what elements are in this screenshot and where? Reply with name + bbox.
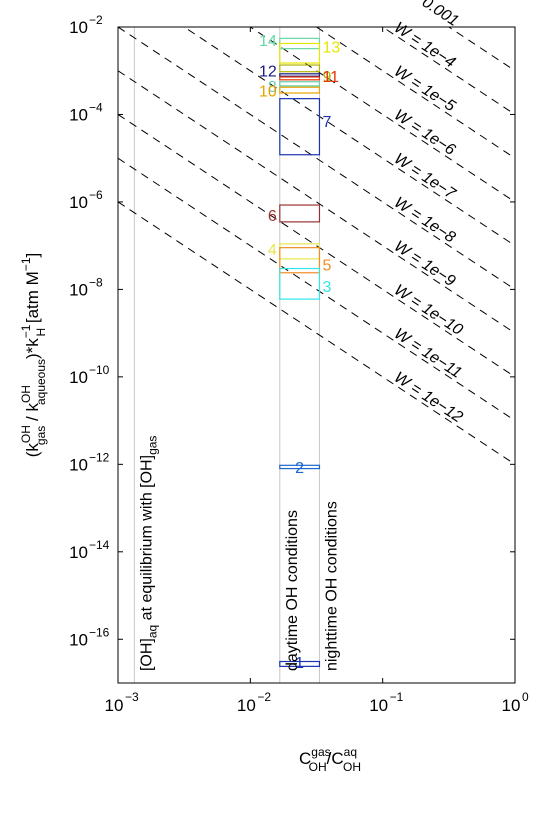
box-label-8: 8 (268, 79, 277, 96)
x-label-sup2: aq (344, 745, 357, 759)
w-line (118, 70, 515, 334)
y-tick-exponent: −8 (89, 275, 103, 289)
y-tick-label: 10 (69, 105, 88, 124)
box-labels: 14 13 9 12 11 810 7 6 4 5 3 2 1 (259, 33, 340, 672)
y-tick-exponent: −16 (89, 625, 110, 639)
box-5 (279, 247, 321, 274)
y-label-sup4: −1 (19, 257, 33, 271)
y-tick-exponent: −14 (89, 538, 110, 552)
vertical-line-label: [OH]aq at equilibrium with [OH]gas (138, 436, 159, 671)
box-label-7: 7 (322, 114, 331, 131)
y-label-sup2: OH (19, 385, 33, 403)
y-label-sub3: H (34, 328, 48, 337)
y-label-p5: ] (23, 253, 42, 258)
w-line (118, 114, 515, 378)
box-label-13: 13 (322, 39, 340, 56)
box-label-1: 1 (295, 655, 304, 672)
x-tick-label: 10 (237, 696, 256, 715)
w-line (118, 201, 515, 465)
x-tick-exponent: −3 (125, 690, 139, 704)
box-10 (279, 86, 321, 94)
box-label-6: 6 (268, 208, 277, 225)
box-label-14: 14 (259, 33, 277, 50)
box-7 (279, 98, 321, 156)
y-tick-exponent: −12 (89, 450, 110, 464)
y-axis-label: (kOHgas / kOHaqueous)*k−1H [atm M−1] (19, 253, 48, 457)
plot-frame (117, 26, 516, 684)
x-tick-label: 10 (502, 696, 521, 715)
y-tick-label: 10 (69, 18, 88, 37)
box-2 (279, 464, 321, 470)
plot-background (118, 27, 515, 683)
x-label-sep: /C (327, 749, 344, 768)
x-tick-exponent: 0 (522, 690, 529, 704)
box-label-2: 2 (295, 460, 304, 477)
box-12 (279, 73, 321, 77)
x-axis-label: Cgas OH/Caq OH (299, 745, 361, 774)
w-line (381, 27, 515, 115)
x-tick-exponent: −2 (257, 690, 271, 704)
box-label-12: 12 (259, 64, 277, 81)
x-tick-exponent: −1 (390, 690, 404, 704)
x-label-sub1: OH (309, 760, 327, 774)
boxes (279, 37, 321, 667)
y-label-sub2: aqueous (34, 359, 48, 405)
box-label-3: 3 (322, 279, 331, 296)
vertical-line-labels: [OH]aq at equilibrium with [OH]gas daytim… (138, 436, 340, 671)
y-tick-label: 10 (69, 280, 88, 299)
w-line (118, 157, 515, 422)
y-tick-exponent: −10 (89, 363, 110, 377)
x-ticks: 10 −3 10 −2 10 −1 10 0 (105, 27, 529, 715)
box-3 (279, 267, 321, 300)
box-label-9: 9 (322, 69, 331, 86)
y-tick-exponent: −4 (89, 100, 103, 114)
w-line (183, 27, 515, 247)
y-tick-label: 10 (69, 455, 88, 474)
y-label-sup3: −1 (19, 324, 33, 338)
y-label-p1: (k (23, 443, 42, 458)
box-label-10: 10 (259, 84, 277, 101)
x-label-main: C (299, 749, 311, 768)
box-9 (279, 64, 321, 73)
x-tick-label: 10 (369, 696, 388, 715)
box-11 (279, 76, 321, 81)
y-tick-label: 10 (69, 193, 88, 212)
vertical-line-label: nighttime OH conditions (324, 501, 341, 671)
y-label-p2: / k (23, 403, 42, 426)
box-13 (279, 42, 321, 64)
w-lines (118, 27, 515, 465)
y-tick-exponent: −2 (89, 13, 103, 27)
y-label-p4: [atm M (23, 271, 42, 328)
box-label-5: 5 (322, 258, 331, 275)
box-6 (279, 204, 321, 223)
y-tick-exponent: −6 (89, 188, 103, 202)
x-label-sub2: OH (343, 760, 361, 774)
y-tick-label: 10 (69, 630, 88, 649)
box-8 (279, 81, 321, 87)
y-tick-label: 10 (69, 368, 88, 387)
x-tick-label: 10 (105, 696, 124, 715)
box-1 (279, 660, 321, 667)
w-line (315, 27, 515, 159)
w-line (249, 27, 515, 203)
y-label-sub1: gas (34, 426, 48, 445)
y-tick-label: 10 (69, 543, 88, 562)
w-line (118, 27, 515, 290)
y-label-p3: )*k (23, 338, 42, 359)
box-label-4: 4 (268, 242, 277, 259)
vertical-line-label: daytime OH conditions (284, 510, 301, 671)
x-label-sup1: gas (311, 745, 330, 759)
box-label-11: 11 (322, 69, 339, 86)
y-label-sup1: OH (19, 425, 33, 443)
